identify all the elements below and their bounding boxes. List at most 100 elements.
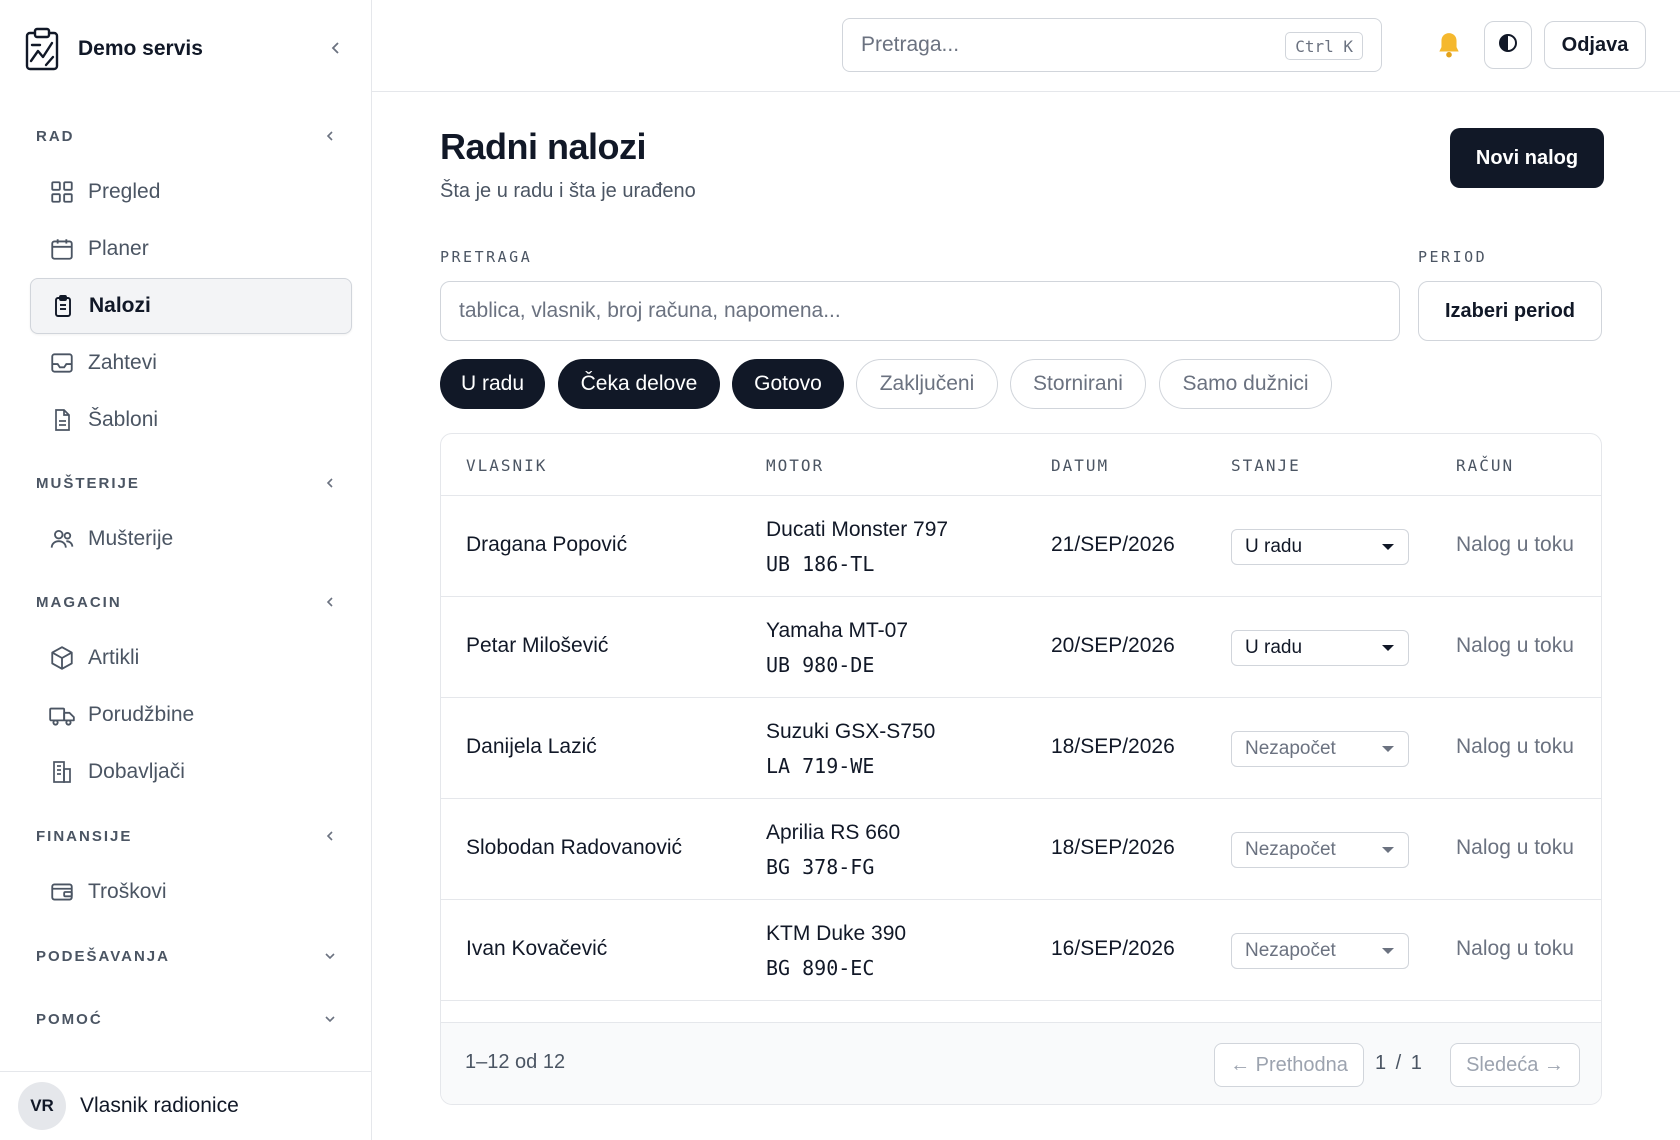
sidebar-item-label: Troškovi <box>88 880 167 903</box>
table-footer: 1–12 od 12 ← Prethodna 1 / 1 Sledeća → <box>441 1022 1601 1104</box>
owner-name: Petar Milošević <box>466 634 609 657</box>
next-page-button[interactable]: Sledeća → <box>1450 1043 1580 1087</box>
bell-icon[interactable] <box>1432 28 1466 62</box>
brand-name: Demo servis <box>78 37 203 60</box>
orders-table: VLASNIK MOTOR DATUM STANJE RAČUN Dragana… <box>440 433 1602 1105</box>
status-value: U radu <box>1245 536 1303 557</box>
box-icon <box>48 644 76 672</box>
sidebar-item-sabloni[interactable]: Šabloni <box>30 392 352 448</box>
caret-down-icon <box>1382 544 1394 550</box>
filter-chip-zakljuceni[interactable]: Zaključeni <box>856 359 998 409</box>
order-search-input[interactable]: tablica, vlasnik, broj računa, napomena.… <box>440 281 1400 341</box>
owner-name: Danijela Lazić <box>466 735 597 758</box>
topbar: Pretraga... Ctrl K Odjava <box>372 0 1680 92</box>
table-row[interactable]: Dragana Popović Ducati Monster 797 UB 18… <box>441 496 1601 597</box>
column-header[interactable]: VLASNIK <box>466 456 548 475</box>
table-row[interactable]: Ivan Kovačević KTM Duke 390 BG 890-EC 16… <box>441 900 1601 1001</box>
grid-icon <box>48 178 76 206</box>
filter-chip-stornirani[interactable]: Stornirani <box>1010 359 1146 409</box>
new-order-button[interactable]: Novi nalog <box>1450 128 1604 188</box>
table-row[interactable]: Danijela Lazić Suzuki GSX-S750 LA 719-WE… <box>441 698 1601 799</box>
section-finansije[interactable]: FINANSIJE <box>36 824 340 848</box>
theme-toggle-button[interactable] <box>1484 21 1532 69</box>
document-icon <box>48 406 76 434</box>
pagination-range: 1–12 od 12 <box>465 1051 566 1073</box>
sidebar-item-label: Mušterije <box>88 527 174 550</box>
status-select[interactable]: Nezapočet <box>1231 933 1409 969</box>
users-icon <box>48 525 76 553</box>
user-name: Vlasnik radionice <box>80 1094 239 1117</box>
filter-chip-u-radu[interactable]: U radu <box>440 359 545 409</box>
status-value: Nezapočet <box>1245 738 1336 759</box>
owner-name: Dragana Popović <box>466 533 628 556</box>
sidebar: Demo servis RAD Pregled Planer Nalozi Za… <box>0 0 372 1140</box>
sidebar-item-artikli[interactable]: Artikli <box>30 630 352 686</box>
invoice-status: Nalog u toku <box>1456 735 1574 758</box>
status-value: Nezapočet <box>1245 940 1336 961</box>
search-placeholder: Pretraga... <box>861 33 960 56</box>
global-search-input[interactable]: Pretraga... Ctrl K <box>842 18 1382 72</box>
sidebar-item-label: Dobavljači <box>88 760 185 783</box>
status-select[interactable]: U radu <box>1231 630 1409 666</box>
user-profile[interactable]: VR Vlasnik radionice <box>0 1071 372 1140</box>
sidebar-item-porudzbine[interactable]: Porudžbine <box>30 687 352 743</box>
section-label: PODEŠAVANJA <box>36 947 170 965</box>
chevron-left-icon <box>320 126 340 146</box>
order-date: 16/SEP/2026 <box>1051 937 1175 960</box>
period-button[interactable]: Izaberi period <box>1418 281 1602 341</box>
period-label: PERIOD <box>1418 248 1488 266</box>
filter-chip-ceka-delove[interactable]: Čeka delove <box>558 359 720 409</box>
status-value: U radu <box>1245 637 1303 658</box>
brand[interactable]: Demo servis <box>22 24 348 74</box>
license-plate: UB 980-DE <box>766 653 875 677</box>
section-magacin[interactable]: MAGACIN <box>36 590 340 614</box>
collapse-sidebar-icon[interactable] <box>324 36 348 60</box>
search-label: PRETRAGA <box>440 248 533 266</box>
motorcycle-model: Aprilia RS 660 <box>766 821 901 844</box>
column-header[interactable]: MOTOR <box>766 456 825 475</box>
section-rad[interactable]: RAD <box>36 124 340 148</box>
inbox-icon <box>48 349 76 377</box>
section-podesavanja[interactable]: PODEŠAVANJA <box>36 944 340 968</box>
calendar-icon <box>48 235 76 263</box>
status-select[interactable]: Nezapočet <box>1231 731 1409 767</box>
column-header[interactable]: STANJE <box>1231 456 1301 475</box>
column-header[interactable]: DATUM <box>1051 456 1110 475</box>
section-pomoc[interactable]: POMOĆ <box>36 1007 340 1031</box>
license-plate: BG 890-EC <box>766 956 875 980</box>
logout-button[interactable]: Odjava <box>1544 21 1646 69</box>
sidebar-item-label: Porudžbine <box>88 703 195 726</box>
sidebar-item-zahtevi[interactable]: Zahtevi <box>30 335 352 391</box>
license-plate: BG 378-FG <box>766 855 875 879</box>
sidebar-item-pregled[interactable]: Pregled <box>30 164 352 220</box>
invoice-status: Nalog u toku <box>1456 634 1574 657</box>
section-musterije[interactable]: MUŠTERIJE <box>36 471 340 495</box>
sidebar-item-troskovi[interactable]: Troškovi <box>30 864 352 920</box>
chevron-left-icon <box>320 473 340 493</box>
sidebar-item-musterije[interactable]: Mušterije <box>30 511 352 567</box>
order-date: 21/SEP/2026 <box>1051 533 1175 556</box>
motorcycle-model: Suzuki GSX-S750 <box>766 720 936 743</box>
section-label: FINANSIJE <box>36 827 133 845</box>
shortcut-badge: Ctrl K <box>1285 32 1363 60</box>
filter-chip-samo-duznici[interactable]: Samo dužnici <box>1159 359 1332 409</box>
caret-down-icon <box>1382 948 1394 954</box>
sidebar-item-dobavljaci[interactable]: Dobavljači <box>30 744 352 800</box>
column-header[interactable]: RAČUN <box>1456 456 1515 475</box>
truck-icon <box>48 701 76 729</box>
prev-page-button[interactable]: ← Prethodna <box>1214 1043 1364 1087</box>
order-date: 18/SEP/2026 <box>1051 836 1175 859</box>
sidebar-item-nalozi[interactable]: Nalozi <box>30 278 352 334</box>
status-select[interactable]: Nezapočet <box>1231 832 1409 868</box>
table-row[interactable]: Petar Milošević Yamaha MT-07 UB 980-DE 2… <box>441 597 1601 698</box>
chevron-down-icon <box>320 946 340 966</box>
filter-chip-gotovo[interactable]: Gotovo <box>732 359 844 409</box>
section-label: MAGACIN <box>36 593 122 611</box>
table-row[interactable]: Slobodan Radovanović Aprilia RS 660 BG 3… <box>441 799 1601 900</box>
status-select[interactable]: U radu <box>1231 529 1409 565</box>
search-placeholder: tablica, vlasnik, broj računa, napomena.… <box>459 299 841 322</box>
sidebar-item-planer[interactable]: Planer <box>30 221 352 277</box>
table-header: VLASNIK MOTOR DATUM STANJE RAČUN <box>441 434 1601 496</box>
caret-down-icon <box>1382 847 1394 853</box>
sidebar-item-label: Artikli <box>88 646 140 669</box>
